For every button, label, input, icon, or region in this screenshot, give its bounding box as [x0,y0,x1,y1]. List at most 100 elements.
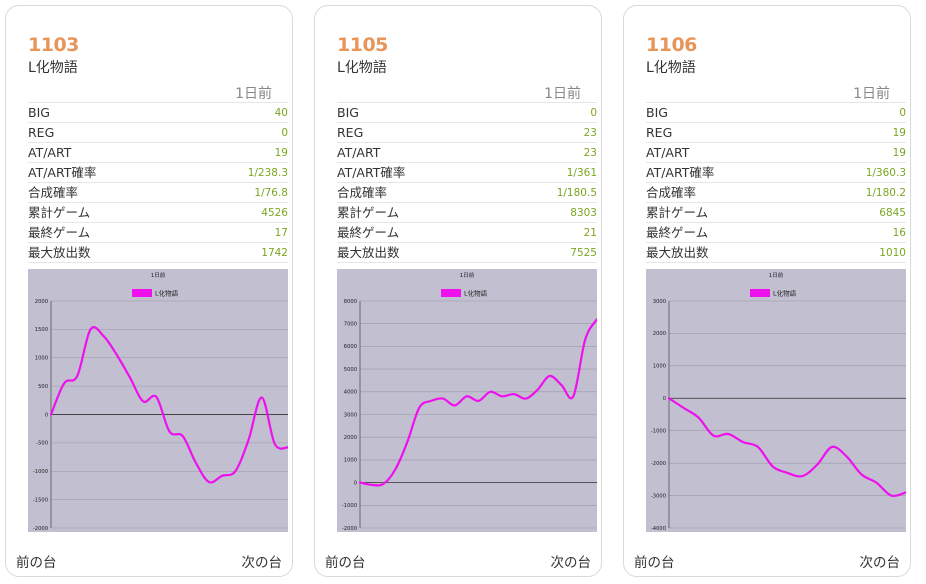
legend-label: L化物語 [155,289,179,298]
stats-row-max-payout: 最大放出数 1742 [28,242,288,263]
stat-value: 1/360.3 [865,167,906,179]
next-machine-link[interactable]: 次の台 [241,555,283,571]
y-tick-label: 8000 [344,299,357,305]
y-tick-label: -1000 [342,503,357,509]
y-tick-label: -1000 [651,429,666,435]
y-tick-label: 2000 [35,299,48,305]
machine-number[interactable]: 1106 [646,34,697,56]
stats-row-at-prob: AT/ART確率 1/361 [337,162,597,182]
legend-swatch [750,289,770,297]
stat-label: AT/ART確率 [646,165,715,180]
stat-label: 合成確率 [646,185,697,200]
legend-label: L化物語 [464,289,488,298]
stat-value: 40 [274,107,288,119]
prev-machine-link[interactable]: 前の台 [634,555,675,571]
prev-machine-link[interactable]: 前の台 [16,555,57,571]
machine-model: L化物語 [646,60,696,76]
stat-value: 1/180.2 [865,187,906,199]
stat-value: 19 [892,147,906,159]
stat-value: 6845 [879,207,906,219]
stats-row-big: BIG 0 [337,102,597,122]
stat-label: REG [646,125,673,140]
plot-background [646,269,906,532]
stat-value: 1/361 [566,167,597,179]
day-header: 1日前 [235,86,272,102]
stats-row-reg: REG 19 [646,122,906,142]
y-tick-label: 3000 [344,412,357,418]
day-header: 1日前 [544,86,581,102]
stat-label: BIG [646,105,668,120]
stat-label: AT/ART [646,145,690,160]
y-tick-label: -500 [36,441,48,447]
legend-label: L化物語 [773,289,797,298]
stat-label: REG [28,125,55,140]
stats-row-at: AT/ART 23 [337,142,597,162]
stats-row-last-game: 最終ゲーム 21 [337,222,597,242]
stats-row-at: AT/ART 19 [646,142,906,162]
stats-table: BIG 0 REG 23 AT/ART 23 AT/ART確率 1/361 合成確率 1/… [337,102,597,263]
stat-value: 19 [274,147,288,159]
stat-value: 1/238.3 [247,167,288,179]
next-machine-link[interactable]: 次の台 [550,555,592,571]
stats-row-max-payout: 最大放出数 1010 [646,242,906,263]
stat-value: 1/76.8 [254,187,288,199]
chart-title: 1日前 [151,271,166,279]
stat-label: REG [337,125,364,140]
stats-row-last-game: 最終ゲーム 17 [28,222,288,242]
stat-value: 17 [274,227,288,239]
y-tick-label: -2000 [651,461,666,467]
day-header: 1日前 [853,86,890,102]
prev-machine-link[interactable]: 前の台 [325,555,366,571]
stats-row-max-payout: 最大放出数 7525 [337,242,597,263]
stat-value: 1/180.5 [556,187,597,199]
stats-row-combined-prob: 合成確率 1/180.2 [646,182,906,202]
y-tick-label: 1000 [35,356,48,362]
stat-label: BIG [28,105,50,120]
stats-row-at-prob: AT/ART確率 1/238.3 [28,162,288,182]
machine-number[interactable]: 1105 [337,34,388,56]
stat-value: 7525 [570,247,597,259]
y-tick-label: 1000 [344,458,357,464]
stat-label: AT/ART確率 [337,165,406,180]
machine-model: L化物語 [337,60,387,76]
machine-model: L化物語 [28,60,78,76]
stats-row-big: BIG 40 [28,102,288,122]
y-tick-label: 0 [45,412,48,418]
y-tick-label: -1500 [33,497,48,503]
y-tick-label: 1500 [35,327,48,333]
y-tick-label: 7000 [344,322,357,328]
y-tick-label: 0 [663,396,666,402]
stat-label: 最大放出数 [28,245,91,260]
machine-card-1106: 1106 L化物語 1日前 BIG 0 REG 19 AT/ART 19 AT/ART… [623,5,911,577]
next-machine-link[interactable]: 次の台 [859,555,901,571]
stats-row-at-prob: AT/ART確率 1/360.3 [646,162,906,182]
stat-value: 1010 [879,247,906,259]
stat-label: 最大放出数 [337,245,400,260]
stats-row-combined-prob: 合成確率 1/180.5 [337,182,597,202]
stat-value: 19 [892,127,906,139]
stat-label: BIG [337,105,359,120]
stats-row-total-games: 累計ゲーム 6845 [646,202,906,222]
y-tick-label: 5000 [344,367,357,373]
y-tick-label: 500 [38,384,48,390]
stats-row-total-games: 累計ゲーム 4526 [28,202,288,222]
y-tick-label: 2000 [344,435,357,441]
stat-value: 0 [281,127,288,139]
stat-label: 最終ゲーム [337,225,400,240]
y-tick-label: -4000 [651,526,666,532]
stat-value: 23 [583,127,597,139]
chart-title: 1日前 [460,271,475,279]
stat-label: AT/ART [337,145,381,160]
legend-swatch [441,289,461,297]
stats-table: BIG 40 REG 0 AT/ART 19 AT/ART確率 1/238.3 合成確率… [28,102,288,263]
stat-value: 23 [583,147,597,159]
stats-row-reg: REG 23 [337,122,597,142]
stats-row-last-game: 最終ゲーム 16 [646,222,906,242]
machine-number[interactable]: 1103 [28,34,79,56]
y-tick-label: -1000 [33,469,48,475]
stat-label: 合成確率 [28,185,79,200]
y-tick-label: 0 [354,480,357,486]
y-tick-label: -3000 [651,493,666,499]
stat-value: 0 [590,107,597,119]
chart-title: 1日前 [769,271,784,279]
